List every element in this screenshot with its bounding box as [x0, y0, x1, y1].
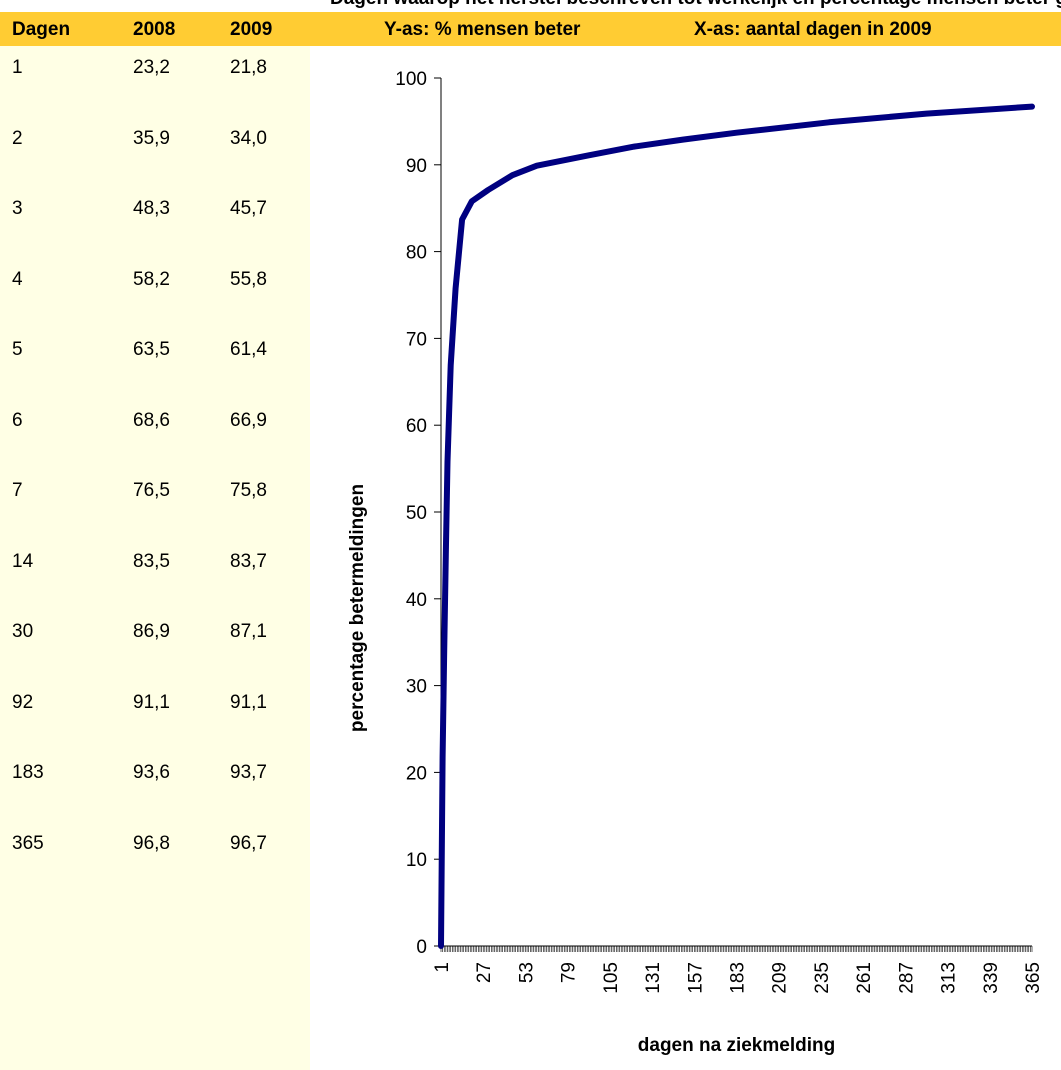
y-tick-label: 30: [406, 677, 427, 698]
y-tick-label: 70: [406, 329, 427, 350]
table-cell-value-2008: 23,2: [133, 57, 170, 78]
table-cell-dagen: 2: [12, 128, 23, 149]
table-cell-value-2008: 68,6: [133, 410, 170, 431]
x-tick-label: 261: [854, 962, 875, 994]
table-cell-value-2008: 63,5: [133, 339, 170, 360]
header-2008: 2008: [133, 19, 176, 40]
table-cell-value-2008: 93,6: [133, 762, 170, 783]
x-tick-label: 183: [728, 962, 749, 994]
table-cell-value-2008: 96,8: [133, 833, 170, 854]
x-tick-label: 365: [1023, 962, 1044, 994]
x-tick-label: 1: [432, 962, 453, 973]
y-tick-label: 40: [406, 590, 427, 611]
y-tick-label: 90: [406, 156, 427, 177]
y-tick-label: 20: [406, 763, 427, 784]
table-cell-value-2009: 21,8: [230, 57, 267, 78]
table-cell-value-2008: 76,5: [133, 480, 170, 501]
header-bar: [0, 12, 1061, 46]
table-cell-dagen: 1: [12, 57, 23, 78]
table-cell-value-2009: 66,9: [230, 410, 267, 431]
y-tick-label: 10: [406, 850, 427, 871]
x-tick-label: 209: [770, 962, 791, 994]
data-table: [0, 12, 310, 1070]
table-cell-value-2008: 83,5: [133, 551, 170, 572]
x-tick-label: 235: [812, 962, 833, 994]
table-cell-dagen: 4: [12, 269, 23, 290]
header-2009: 2009: [230, 19, 273, 40]
x-tick-label: 27: [474, 962, 495, 983]
table-cell-value-2009: 34,0: [230, 128, 267, 149]
y-tick-label: 80: [406, 243, 427, 264]
table-cell-dagen: 3: [12, 198, 23, 219]
x-tick-label: 105: [601, 962, 622, 994]
x-axis-note: X-as: aantal dagen in 2009: [694, 19, 932, 40]
table-cell-dagen: 14: [12, 551, 34, 572]
table-cell-value-2009: 61,4: [230, 339, 267, 360]
table-cell-value-2009: 93,7: [230, 762, 267, 783]
table-cell-value-2009: 75,8: [230, 480, 267, 501]
x-tick-label: 131: [643, 962, 664, 994]
header-dagen: Dagen: [12, 19, 71, 40]
y-tick-label: 60: [406, 416, 427, 437]
table-cell-dagen: 7: [12, 480, 23, 501]
x-axis-title: dagen na ziekmelding: [638, 1035, 835, 1056]
table-cell-value-2009: 87,1: [230, 621, 267, 642]
x-tick-label: 287: [896, 962, 917, 994]
y-axis-note: Y-as: % mensen beter: [384, 19, 581, 40]
x-minor-ticks: [440, 946, 1033, 952]
table-cell-value-2009: 91,1: [230, 692, 267, 713]
series-line-0: [438, 103, 1035, 949]
table-cell-value-2008: 35,9: [133, 128, 170, 149]
y-axis-title: percentage betermeldingen: [347, 484, 368, 732]
y-tick-label: 0: [416, 937, 427, 958]
table-cell-value-2008: 86,9: [133, 621, 170, 642]
table-cell-value-2008: 91,1: [133, 692, 170, 713]
chart-title-partial: Dagen waarop het herstel beschreven tot …: [330, 0, 1061, 9]
y-tick-label: 100: [395, 69, 427, 90]
table-cell-dagen: 6: [12, 410, 23, 431]
x-tick-label: 339: [981, 962, 1002, 994]
table-cell-value-2008: 58,2: [133, 269, 170, 290]
y-tick-label: 50: [406, 503, 427, 524]
table-cell-dagen: 365: [12, 833, 44, 854]
x-tick-label: 53: [516, 962, 537, 983]
table-cell-dagen: 92: [12, 692, 34, 713]
table-cell-value-2009: 96,7: [230, 833, 267, 854]
x-tick-label: 313: [939, 962, 960, 994]
table-cell-value-2009: 55,8: [230, 269, 267, 290]
x-tick-label: 79: [559, 962, 580, 983]
table-cell-value-2009: 83,7: [230, 551, 267, 572]
table-cell-value-2008: 48,3: [133, 198, 170, 219]
table-cell-value-2009: 45,7: [230, 198, 267, 219]
table-cell-dagen: 183: [12, 762, 44, 783]
x-tick-label: 157: [685, 962, 706, 994]
table-cell-dagen: 30: [12, 621, 34, 642]
table-cell-dagen: 5: [12, 339, 23, 360]
